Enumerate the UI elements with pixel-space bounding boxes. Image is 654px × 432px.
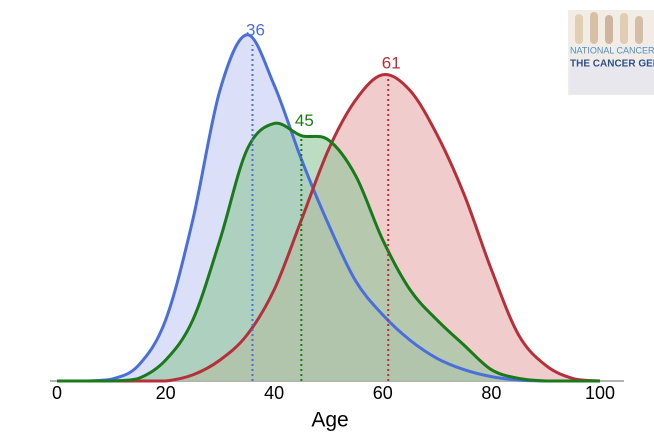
x-axis-label: Age: [311, 409, 348, 432]
density-area: [57, 34, 600, 381]
x-tick-label: 0: [52, 383, 62, 403]
logo-line2: THE CANCER GENO: [570, 59, 654, 70]
logo-line1: NATIONAL CANCER: [570, 45, 654, 55]
logo-stripe: [570, 66, 654, 94]
logo-figure: [590, 12, 598, 44]
density-line: [57, 73, 601, 383]
median-label: 36: [246, 20, 265, 39]
x-tick-label: 40: [264, 383, 284, 403]
logo-figure: [635, 16, 643, 44]
x-tick-label: 80: [481, 383, 501, 403]
logo-figure: [575, 14, 583, 44]
median-label: 61: [382, 53, 401, 72]
x-tick-label: 100: [585, 383, 615, 403]
logo: NATIONAL CANCER THE CANCER GENO: [568, 10, 654, 95]
x-tick-label: 60: [373, 383, 393, 403]
logo-figure: [620, 13, 628, 44]
density-line: [57, 121, 600, 383]
density-line: [57, 33, 600, 383]
density-area: [57, 123, 600, 382]
median-label: 45: [295, 111, 314, 130]
logo-figure: [605, 15, 613, 44]
x-tick-label: 20: [156, 383, 176, 403]
